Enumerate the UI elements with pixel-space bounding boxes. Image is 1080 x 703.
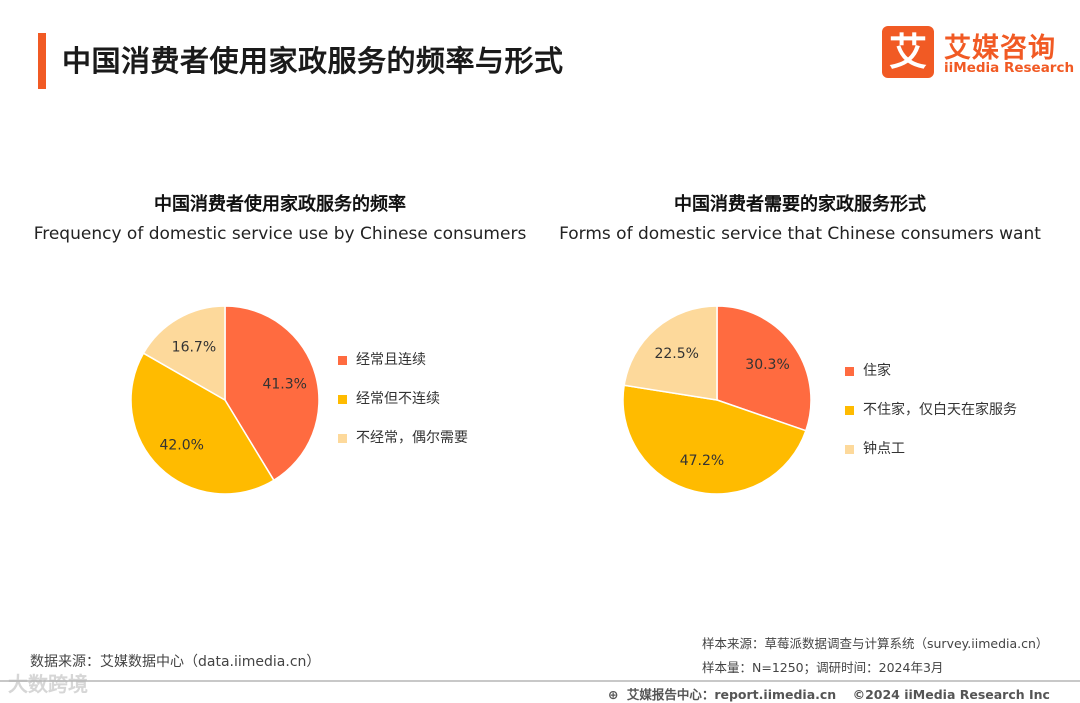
form-chart-header: 中国消费者需要的家政服务形式 Forms of domestic service…	[540, 190, 1060, 244]
pie-slice-3[interactable]	[623, 305, 718, 401]
title-accent-bar	[38, 33, 46, 89]
frequency-pie-chart: 41.3% 42.0% 16.7%	[130, 305, 320, 495]
brand-logo[interactable]: 艾 艾媒咨询 iiMedia Research	[882, 24, 1075, 80]
legend-swatch	[338, 395, 347, 404]
pie-data-label: 41.3%	[262, 376, 306, 392]
pie-slice-2[interactable]	[130, 352, 275, 495]
watermark-text: 大数跨境	[8, 672, 88, 696]
form-pie-chart: 30.3% 47.2% 22.5%	[622, 305, 812, 495]
pie-data-label: 42.0%	[159, 437, 203, 453]
report-center-link[interactable]: 艾媒报告中心：report.iimedia.cn	[626, 687, 837, 702]
legend-label: 钟点工	[863, 441, 905, 457]
chart-title: 中国消费者需要的家政服务形式	[674, 194, 926, 215]
legend-label: 住家	[863, 363, 891, 379]
pie-data-label: 30.3%	[745, 357, 789, 373]
pie-slice-2[interactable]	[622, 384, 807, 495]
chart-subtitle: Forms of domestic service that Chinese c…	[559, 224, 1041, 244]
logo-name-en: iiMedia Research	[944, 60, 1075, 76]
pie-data-label: 16.7%	[172, 339, 216, 355]
footer-divider	[0, 680, 1080, 682]
chart-subtitle: Frequency of domestic service use by Chi…	[33, 224, 527, 244]
pie-data-label: 47.2%	[680, 453, 724, 469]
legend-label: 经常且连续	[356, 352, 426, 368]
legend-label: 不经常，偶尔需要	[356, 430, 468, 446]
logo-mark: 艾	[882, 26, 934, 78]
pie-slice-1[interactable]	[716, 305, 812, 432]
legend-swatch	[845, 445, 854, 454]
globe-icon: ⊕	[608, 687, 619, 702]
copyright-text: ©2024 iiMedia Research Inc	[852, 687, 1050, 702]
sample-source-note: 样本来源：草莓派数据调查与计算系统（survey.iimedia.cn）	[702, 636, 1049, 651]
chart-title: 中国消费者使用家政服务的频率	[154, 194, 406, 215]
pie-slice-1[interactable]	[224, 305, 320, 482]
legend-swatch	[338, 356, 347, 365]
pie-data-label: 22.5%	[654, 346, 698, 362]
legend-swatch	[338, 434, 347, 443]
pie-slice-3[interactable]	[142, 305, 226, 402]
page-title: 中国消费者使用家政服务的频率与形式	[62, 44, 564, 78]
frequency-chart-header: 中国消费者使用家政服务的频率 Frequency of domestic ser…	[20, 190, 540, 244]
data-source-note: 数据来源：艾媒数据中心（data.iimedia.cn）	[30, 654, 321, 670]
sample-size-note: 样本量：N=1250；调研时间：2024年3月	[702, 660, 944, 675]
legend-swatch	[845, 406, 854, 415]
legend-label: 经常但不连续	[356, 391, 440, 407]
legend-label: 不住家，仅白天在家服务	[863, 402, 1017, 418]
legend-swatch	[845, 367, 854, 376]
footer-credits: ⊕ 艾媒报告中心：report.iimedia.cn ©2024 iiMedia…	[608, 684, 1050, 703]
logo-name-cn: 艾媒咨询	[944, 33, 1056, 64]
